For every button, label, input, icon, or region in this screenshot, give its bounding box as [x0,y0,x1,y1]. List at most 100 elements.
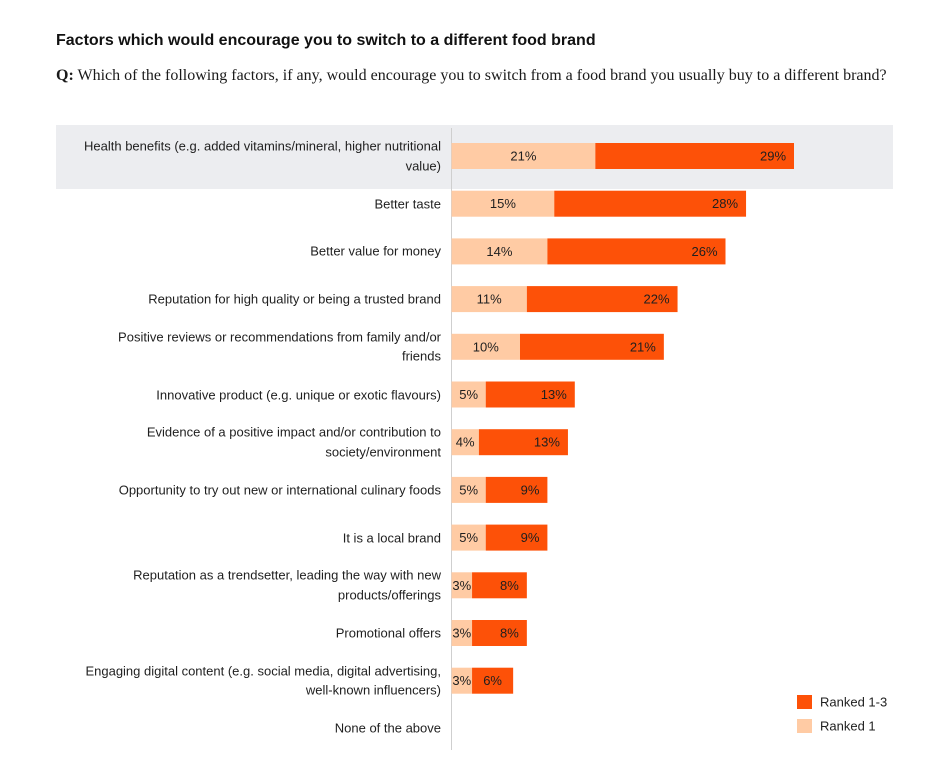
chart-title: Factors which would encourage you to swi… [56,32,596,49]
category-label: Reputation as a trendsetter, leading the… [133,567,441,603]
value-unit: % [774,149,786,164]
value-number: 8 [500,626,507,641]
bar-ranked-1 [451,524,486,551]
value-label-ranked-1-3: 8% [500,626,519,641]
value-unit: % [466,530,478,545]
value-label-ranked-1: 3% [452,626,471,641]
value-label-ranked-1: 5% [459,482,478,497]
value-number: 5 [459,482,466,497]
bar-ranked-1 [451,286,527,313]
category-label: Health benefits (e.g. added vitamins/min… [84,138,441,174]
value-number: 4 [456,435,463,450]
value-unit: % [490,673,502,688]
bar-ranked-1-3 [472,620,527,646]
value-unit: % [501,244,513,259]
category-label: Positive reviews or recommendations from… [118,329,441,364]
value-label-ranked-1-3: 22% [644,292,670,307]
value-unit: % [504,196,516,211]
value-unit: % [466,387,478,402]
bar-ranked-1 [451,476,486,503]
legend-label-ranked-1-3: Ranked 1-3 [820,695,887,710]
value-label-ranked-1-3: 29% [760,149,786,164]
value-number: 9 [521,482,528,497]
value-number: 11 [477,292,491,307]
legend-swatch-ranked-1 [797,719,812,733]
value-label-ranked-1: 14% [486,244,512,259]
value-unit: % [463,435,475,450]
value-label-ranked-1-3: 13% [541,387,567,402]
value-label-ranked-1: 3% [452,673,471,688]
bar-ranked-1-3 [485,381,575,408]
value-label-ranked-1: 3% [452,578,471,593]
value-unit: % [555,387,567,402]
value-label-ranked-1-3: 28% [712,196,738,211]
value-unit: % [490,292,502,307]
value-number: 8 [500,578,507,593]
value-unit: % [528,530,540,545]
value-number: 21 [630,339,644,354]
value-label-ranked-1: 10% [473,339,499,354]
value-number: 3 [452,578,459,593]
bar-ranked-1-3 [478,429,568,456]
value-number: 13 [534,435,548,450]
value-unit: % [460,626,472,641]
value-label-ranked-1-3: 13% [534,435,560,450]
value-unit: % [507,626,519,641]
value-label-ranked-1-3: 6% [483,673,502,688]
question-prefix: Q: [56,67,74,84]
value-unit: % [528,482,540,497]
value-number: 10 [473,339,487,354]
value-label-ranked-1-3: 21% [630,339,656,354]
value-unit: % [460,578,472,593]
value-label-ranked-1-3: 9% [521,530,540,545]
value-label-ranked-1: 21% [510,149,536,164]
value-label-ranked-1: 15% [490,196,516,211]
value-unit: % [726,196,738,211]
category-label: Engaging digital content (e.g. social me… [85,663,441,698]
value-label-ranked-1-3: 26% [691,244,717,259]
value-number: 29 [760,149,774,164]
value-number: 13 [541,387,555,402]
value-unit: % [644,339,656,354]
bar-ranked-1 [451,572,473,599]
bar-ranked-1-3 [526,286,678,313]
value-unit: % [706,244,718,259]
value-number: 3 [452,626,459,641]
category-label: Opportunity to try out new or internatio… [118,482,441,498]
value-unit: % [460,673,472,688]
category-label: Better taste [374,195,441,211]
value-number: 9 [521,530,528,545]
bar-ranked-1-3 [547,238,726,265]
bar-ranked-1-3 [554,190,747,217]
value-number: 22 [644,292,658,307]
value-number: 5 [459,387,466,402]
value-number: 28 [712,196,726,211]
category-label: None of the above [334,720,441,736]
bar-ranked-1 [451,190,555,217]
bar-ranked-1 [451,333,520,360]
bar-ranked-1 [451,381,486,408]
bar-ranked-1 [451,667,473,694]
value-labels: 21% 29%15% 28%14% 26%11% 22%10% 21%5% 13%4% 13%… [452,149,786,689]
legend-label-ranked-1: Ranked 1 [820,719,876,734]
value-unit: % [507,578,519,593]
value-number: 15 [490,196,504,211]
bar-ranked-1-3 [485,476,548,503]
value-label-ranked-1: 5% [459,530,478,545]
value-number: 21 [510,149,524,164]
category-label: Innovative product (e.g. unique or exoti… [156,386,441,402]
bar-ranked-1-3 [472,572,527,599]
question-text: Which of the following factors, if any, … [77,67,887,84]
legend-swatch-ranked-1-3 [797,695,812,709]
bar-ranked-1-3 [485,524,548,551]
value-label-ranked-1: 4% [456,435,475,450]
category-label: Evidence of a positive impact and/or con… [146,424,441,460]
value-number: 6 [483,673,490,688]
bar-ranked-1-3 [472,667,514,694]
value-number: 14 [486,244,500,259]
bar-ranked-1 [451,238,548,265]
legend: Ranked 1-3 Ranked 1 [797,695,887,734]
